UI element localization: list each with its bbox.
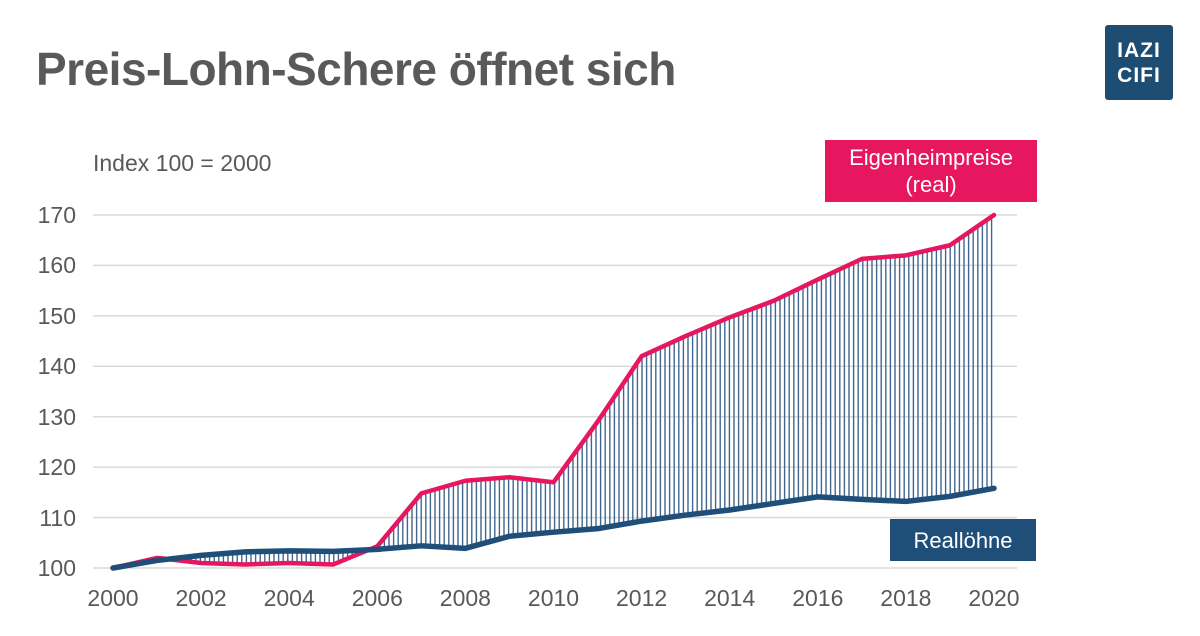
- x-tick-2018: 2018: [880, 585, 932, 611]
- hatch-fill: [116, 216, 993, 568]
- x-tick-2002: 2002: [175, 585, 227, 611]
- y-tick-170: 170: [37, 201, 76, 228]
- y-tick-150: 150: [37, 302, 76, 329]
- y-tick-130: 130: [37, 403, 76, 430]
- series-label-line: Reallöhne: [913, 527, 1013, 553]
- series-label-eigenheimpreise: Eigenheimpreise (real): [825, 140, 1037, 202]
- x-tick-2008: 2008: [439, 585, 491, 611]
- y-tick-100: 100: [37, 555, 76, 581]
- line-eigenheimpreise: [110, 212, 997, 571]
- x-tick-2012: 2012: [616, 585, 668, 611]
- series-label-line: (real): [905, 172, 957, 197]
- series-label-realloehne: Reallöhne: [890, 519, 1036, 561]
- y-tick-110: 110: [39, 504, 76, 531]
- x-tick-2000: 2000: [87, 585, 139, 611]
- page-title: Preis-Lohn-Schere öffnet sich: [36, 43, 676, 95]
- x-tick-2006: 2006: [351, 585, 403, 611]
- index-note: Index 100 = 2000: [93, 150, 272, 176]
- logo-line-2: CIFI: [1117, 63, 1161, 87]
- y-tick-160: 160: [37, 252, 76, 279]
- x-tick-2020: 2020: [968, 585, 1020, 611]
- x-tick-2016: 2016: [792, 585, 844, 611]
- line-realloehne: [110, 485, 997, 571]
- iazi-cifi-logo: IAZI CIFI: [1105, 25, 1173, 100]
- logo-line-1: IAZI: [1117, 38, 1161, 62]
- x-tick-2004: 2004: [263, 585, 315, 611]
- series-label-line: Eigenheimpreise: [849, 145, 1013, 170]
- x-tick-2010: 2010: [527, 585, 580, 611]
- y-tick-120: 120: [37, 454, 76, 481]
- x-tick-2014: 2014: [704, 585, 756, 611]
- y-tick-140: 140: [37, 353, 76, 380]
